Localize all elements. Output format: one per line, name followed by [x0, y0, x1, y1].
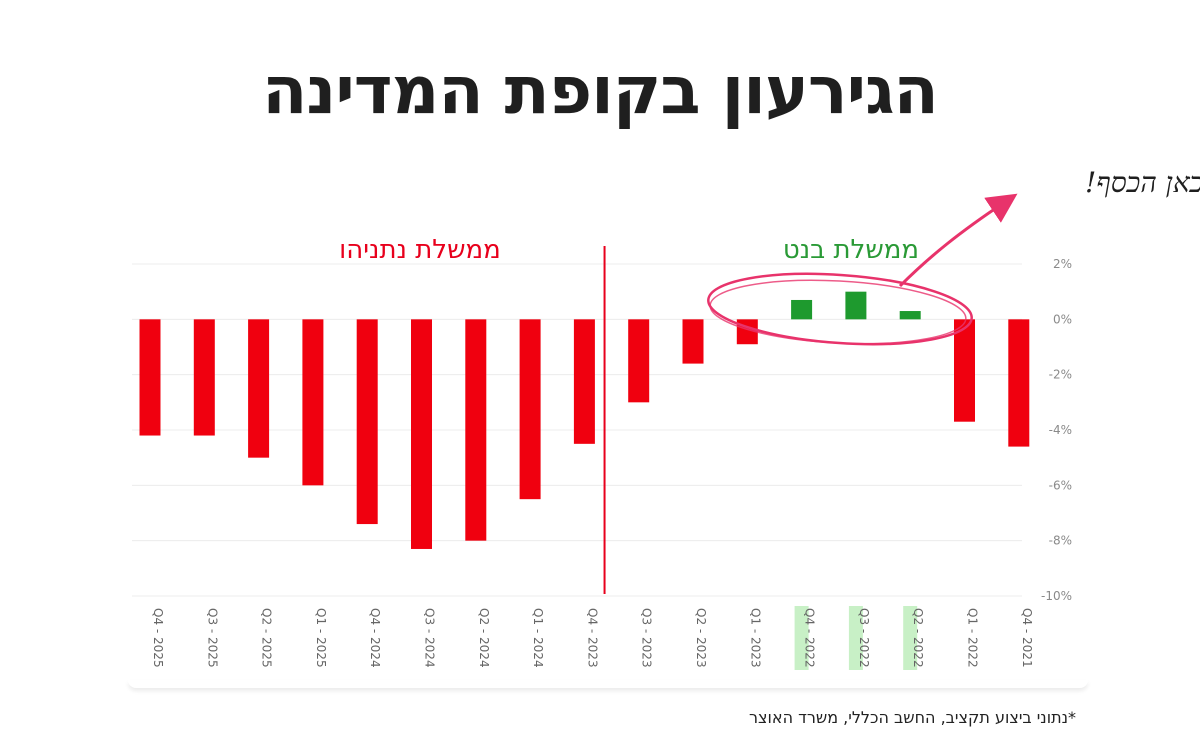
x-tick-label: Q4 - 2025 [151, 608, 165, 668]
x-tick-label: Q2 - 2025 [260, 608, 274, 668]
y-tick-label: 2% [1053, 257, 1072, 271]
x-tick-label: Q1 - 2025 [314, 608, 328, 668]
annotation-circle-stroke-2 [709, 279, 967, 345]
annotation-arrow [898, 193, 1018, 288]
chart-title: הגירעון בקופת המדינה [262, 52, 939, 129]
highlight-band [848, 606, 863, 670]
y-tick-label: -8% [1049, 534, 1072, 548]
x-tick-label: Q1 - 2023 [748, 608, 762, 668]
y-tick-label: -10% [1041, 589, 1072, 603]
annotation-text: כאן הכסף! [1085, 166, 1200, 199]
bar-q3-2024 [411, 319, 432, 549]
government-label-netanyahu: ממשלת נתניהו [339, 235, 501, 265]
bar-q2-2025 [248, 319, 270, 458]
y-tick-label: 0% [1053, 312, 1072, 326]
highlight-band [794, 606, 809, 670]
bar-q3-2025 [193, 319, 215, 436]
bars-group [139, 291, 1030, 549]
bar-q2-2024 [465, 319, 487, 541]
y-tick-label: -4% [1049, 423, 1072, 437]
bar-q1-2022 [954, 319, 975, 422]
y-tick-label: -6% [1049, 478, 1072, 492]
x-tick-label: Q4 - 2021 [1020, 608, 1034, 668]
x-tick-label: Q4 - 2024 [368, 608, 382, 668]
bar-q1-2025 [302, 319, 324, 486]
government-label-bennett: ממשלת בנט [783, 235, 919, 265]
x-tick-label: Q3 - 2022 [857, 608, 871, 668]
bar-q1-2024 [519, 319, 541, 500]
bar-q3-2022 [845, 291, 867, 320]
highlight-bands [794, 606, 918, 670]
x-tick-label: Q4 - 2022 [803, 608, 817, 668]
x-tick-label: Q1 - 2022 [966, 608, 980, 668]
x-tick-label: Q1 - 2024 [531, 608, 545, 668]
x-tick-label: Q2 - 2022 [911, 608, 925, 668]
x-axis-ticks: Q4 - 2025 Q3 - 2025 Q2 - 2025 Q1 - 2025 Q4 -… [151, 608, 1034, 668]
bar-q4-2022 [791, 299, 813, 320]
x-tick-label: Q2 - 2023 [694, 608, 708, 668]
y-axis-ticks: 2% 0% -2% -4% -6% -8% -10% [1041, 257, 1072, 603]
x-tick-label: Q3 - 2025 [205, 608, 219, 668]
x-tick-label: Q3 - 2024 [423, 608, 437, 668]
highlight-band [903, 606, 918, 670]
bar-q4-2023 [573, 319, 595, 444]
bar-q3-2023 [628, 319, 650, 403]
bar-q2-2023 [682, 319, 704, 364]
bar-q4-2025 [139, 319, 161, 436]
bar-q2-2022 [899, 311, 921, 320]
source-footnote: *נתוני ביצוע תקציב, החשב הכללי, משרד האו… [748, 708, 1076, 727]
x-tick-label: Q3 - 2023 [640, 608, 654, 668]
bar-q4-2021 [1008, 319, 1030, 447]
x-tick-label: Q4 - 2023 [585, 608, 599, 668]
bar-q4-2024 [356, 319, 378, 525]
x-tick-label: Q2 - 2024 [477, 608, 491, 668]
chart-card-edge [128, 680, 1088, 688]
y-tick-label: -2% [1049, 368, 1072, 382]
